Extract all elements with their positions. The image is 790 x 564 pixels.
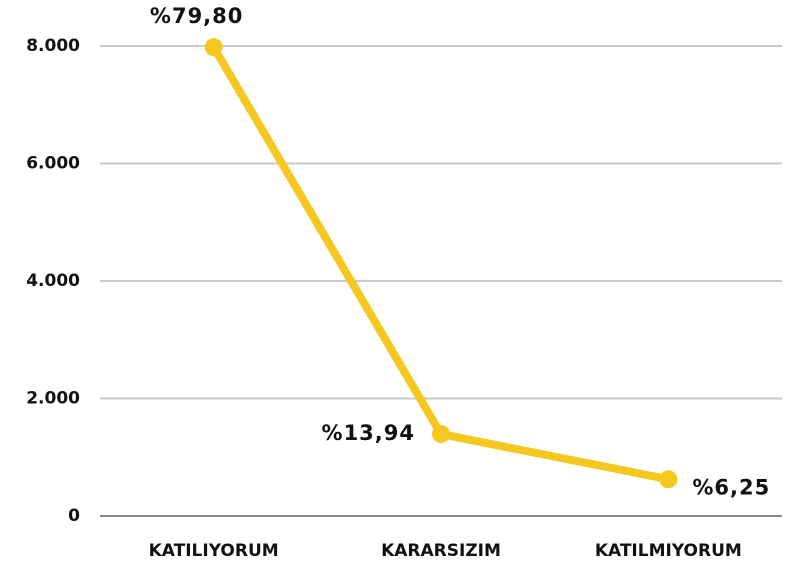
x-tick-label: KARARSIZIM <box>381 541 501 561</box>
y-tick-label: 4.000 <box>26 271 80 291</box>
point-label: %6,25 <box>692 475 770 499</box>
x-tick-label: KATILMIYORUM <box>595 541 742 561</box>
y-tick-label: 2.000 <box>26 389 80 409</box>
y-tick-label: 0 <box>68 506 80 526</box>
y-tick-label: 6.000 <box>26 154 80 174</box>
point-label: %13,94 <box>322 421 415 445</box>
point <box>204 38 223 57</box>
point <box>659 470 678 489</box>
x-tick-label: KATILIYORUM <box>149 541 279 561</box>
point-label: %79,80 <box>150 4 243 28</box>
y-tick-label: 8.000 <box>26 36 80 56</box>
line <box>210 45 670 484</box>
point <box>432 425 450 444</box>
